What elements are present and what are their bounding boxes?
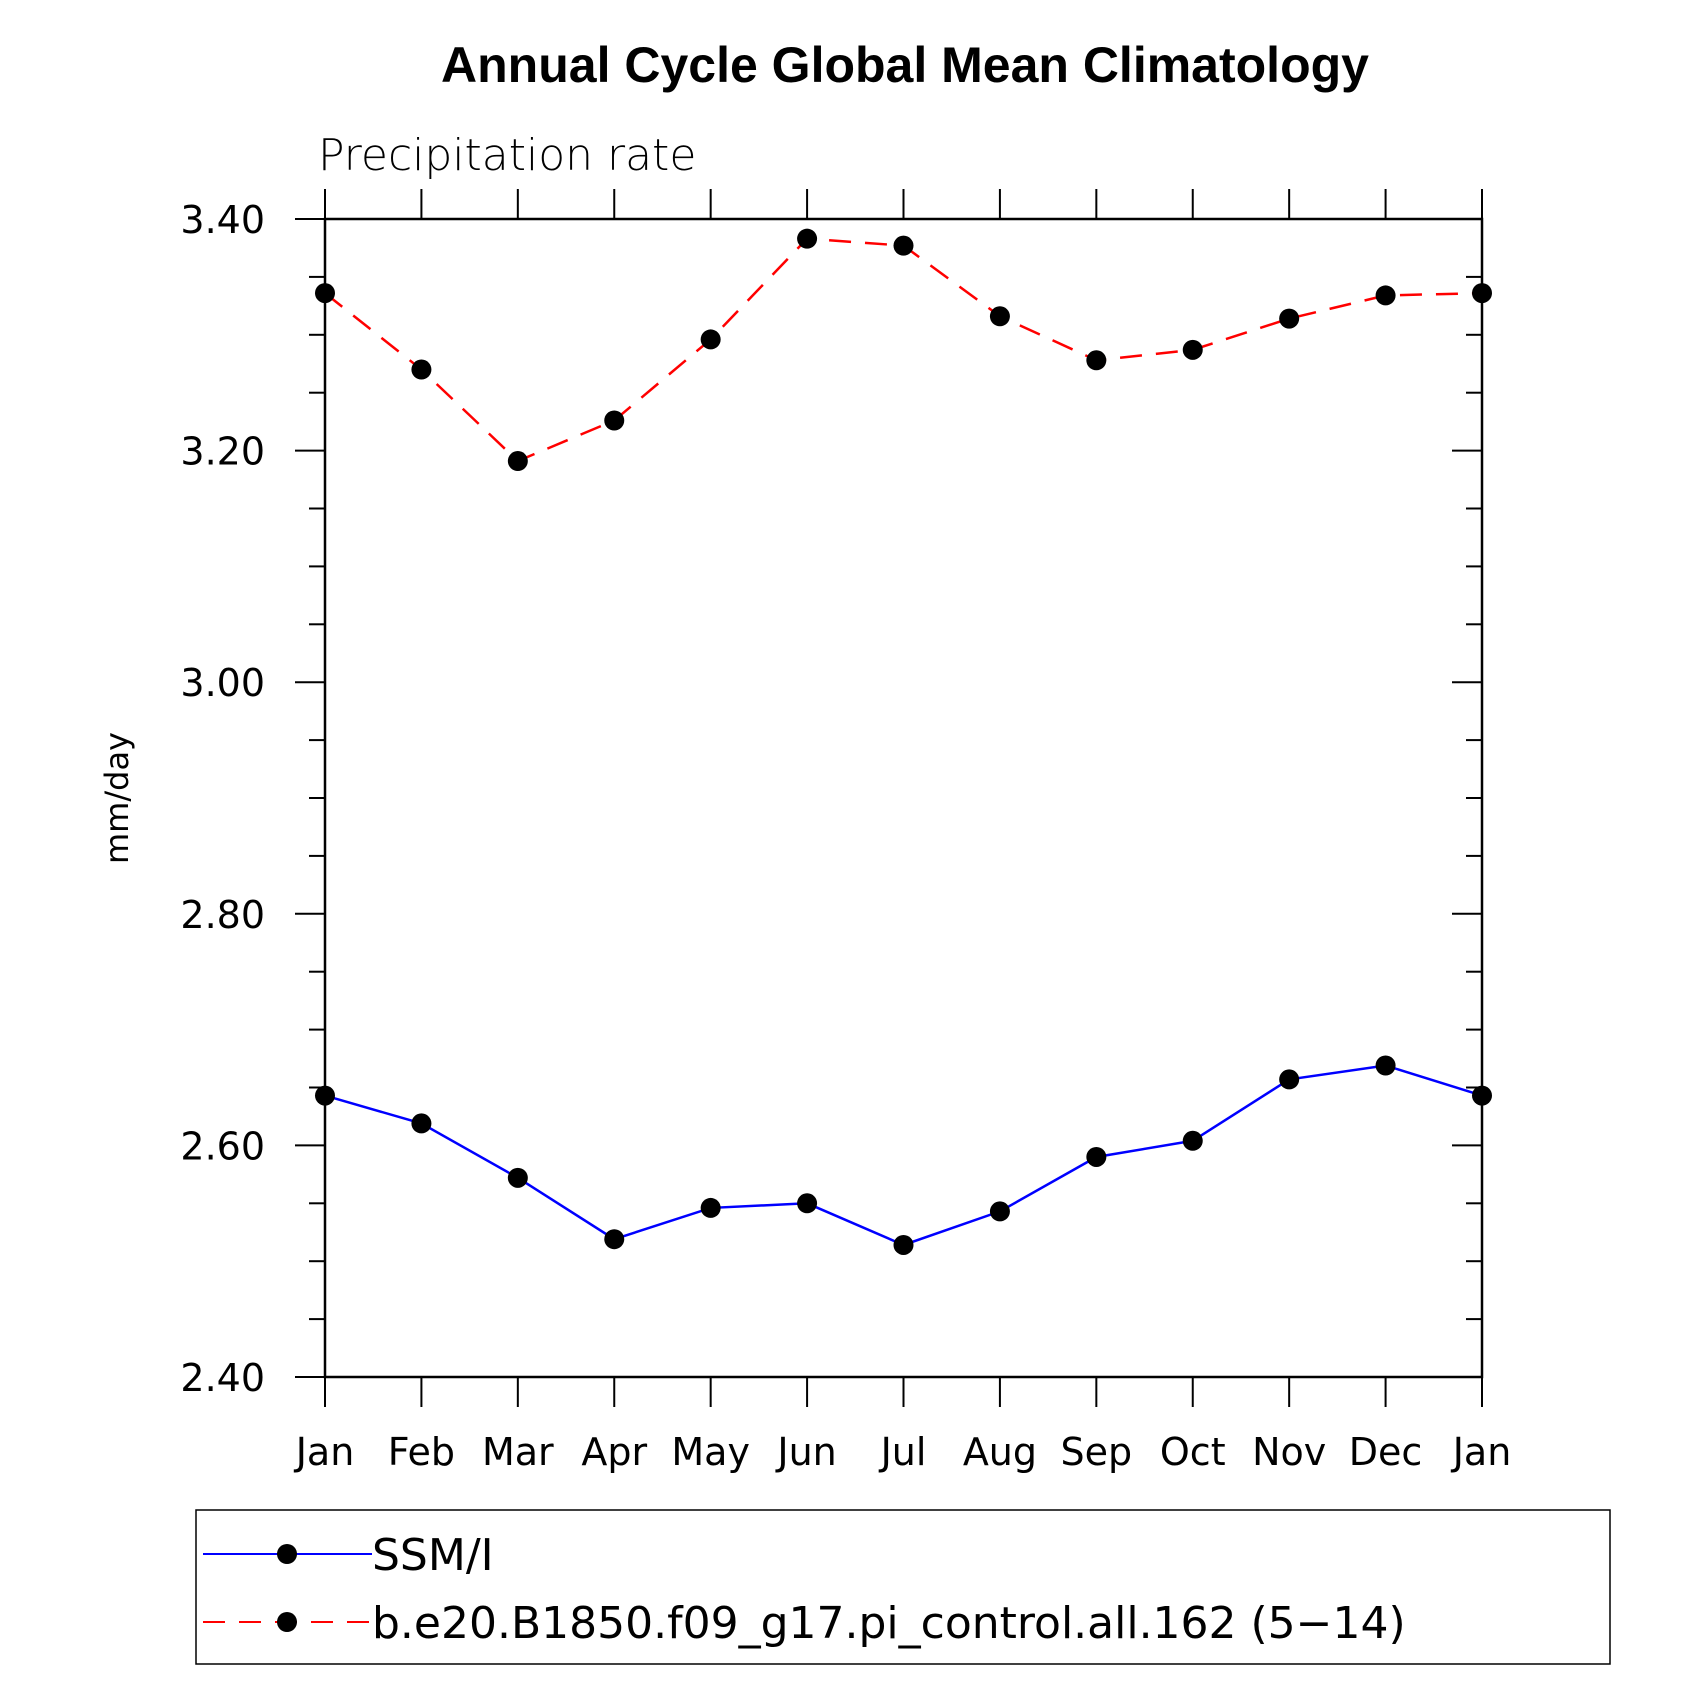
series-0-point — [1279, 1069, 1300, 1090]
series-0-point — [411, 1113, 432, 1134]
x-tick-label: Dec — [1349, 1430, 1423, 1474]
y-tick-label: 3.40 — [180, 198, 265, 242]
y-tick-label: 2.80 — [180, 893, 265, 937]
series-1-point — [989, 306, 1010, 327]
x-tick-label: Aug — [963, 1430, 1037, 1474]
legend-entry-ssmi: SSM/I — [203, 1530, 494, 1581]
y-tick-label: 2.40 — [180, 1356, 265, 1400]
series-1-point — [797, 228, 818, 249]
legend-entry-model: b.e20.B1850.f09_g17.pi_control.all.162 (… — [203, 1598, 1406, 1649]
series-1-point — [1375, 285, 1396, 306]
series-line-0 — [324, 1064, 1483, 1247]
series-line-1 — [324, 237, 1483, 463]
x-tick-label: Sep — [1061, 1430, 1133, 1474]
x-tick-label: Jan — [294, 1430, 355, 1474]
legend-label-ssmi: SSM/I — [372, 1530, 494, 1581]
y-axis-label: mm/day — [98, 732, 136, 864]
y-tick-label: 3.20 — [180, 430, 265, 474]
series-0-point — [797, 1193, 818, 1214]
series-0-point — [315, 1085, 335, 1106]
legend-marker-ssmi — [277, 1544, 297, 1564]
y-tick-label: 2.60 — [180, 1124, 265, 1168]
x-tick-label: May — [671, 1430, 750, 1474]
series-1-point — [1472, 283, 1492, 304]
chart-title: Annual Cycle Global Mean Climatology — [441, 37, 1369, 93]
series-0-point — [604, 1229, 625, 1250]
series-0-point — [700, 1197, 721, 1218]
legend-box — [195, 1509, 1611, 1665]
series-layer — [315, 228, 1492, 1255]
x-tick-label: Nov — [1252, 1430, 1326, 1474]
series-0-point — [989, 1201, 1010, 1222]
series-1-point — [1086, 350, 1107, 371]
x-tick-label: Feb — [388, 1430, 455, 1474]
series-0-point — [893, 1234, 914, 1255]
legend-label-model: b.e20.B1850.f09_g17.pi_control.all.162 (… — [372, 1598, 1406, 1649]
series-1-point — [893, 235, 914, 256]
series-1-point — [1182, 339, 1203, 360]
ticks-layer — [295, 189, 1483, 1407]
plot-frame — [323, 217, 1484, 1379]
y-tick-label: 3.00 — [180, 661, 265, 705]
series-0-point — [1472, 1085, 1492, 1106]
x-tick-labels: Jan Feb Mar Apr May Jun Jul Aug Sep Oct Nov Dec Jan — [294, 1430, 1512, 1474]
series-1-point — [604, 410, 625, 431]
series-0-point — [1182, 1130, 1203, 1151]
series-1-point — [315, 283, 335, 304]
legend-marker-model — [277, 1612, 297, 1632]
x-tick-label: Jul — [879, 1430, 927, 1474]
y-tick-labels: 2.40 2.60 2.80 3.00 3.20 3.40 — [180, 198, 265, 1400]
series-1-point — [507, 451, 528, 472]
series-1-point — [411, 359, 432, 380]
x-tick-label: Oct — [1160, 1430, 1226, 1474]
series-0-point — [1375, 1055, 1396, 1076]
x-tick-label: Mar — [482, 1430, 554, 1474]
x-tick-label: Jan — [1451, 1430, 1512, 1474]
x-tick-label: Jun — [775, 1430, 836, 1474]
series-0-point — [1086, 1146, 1107, 1167]
legend: SSM/I b.e20.B1850.f09_g17.pi_control.all… — [195, 1509, 1611, 1665]
series-1-point — [1279, 308, 1300, 329]
x-tick-label: Apr — [581, 1430, 647, 1474]
series-1-point — [700, 329, 721, 350]
chart-subtitle: Precipitation rate — [318, 130, 696, 181]
series-0-point — [507, 1167, 528, 1188]
